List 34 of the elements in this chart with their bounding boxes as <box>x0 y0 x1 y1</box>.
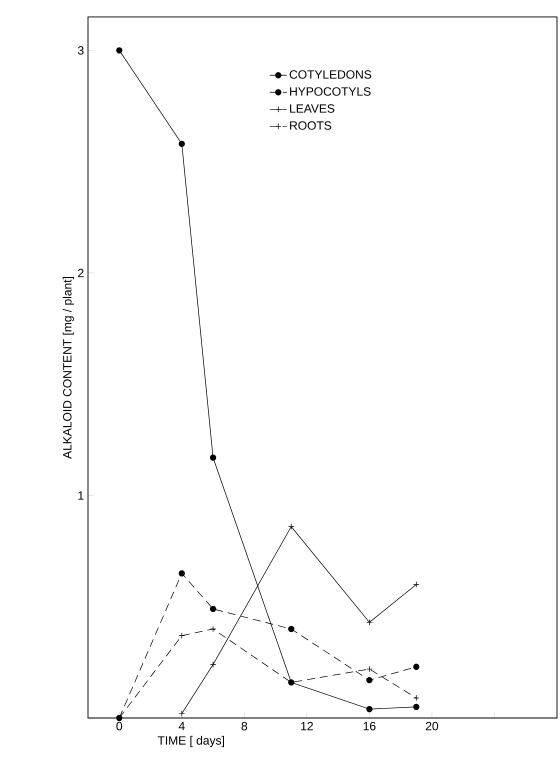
y-tick-label: 2 <box>78 268 84 278</box>
legend-label: ROOTS <box>290 121 332 130</box>
point <box>413 704 420 710</box>
x-tick-label: 0 <box>116 722 122 730</box>
point <box>413 694 420 702</box>
point <box>366 706 373 712</box>
point <box>210 606 216 612</box>
point <box>366 619 373 626</box>
x-tick-label: 20 <box>426 722 438 730</box>
x-tick-label: 12 <box>301 722 313 730</box>
point <box>210 626 216 632</box>
point <box>413 664 420 670</box>
point <box>116 47 122 54</box>
x-tick-label: 4 <box>178 722 185 730</box>
point <box>210 454 216 461</box>
point <box>288 626 294 632</box>
legend-label: HYPOCOTYLS <box>290 87 371 96</box>
y-tick-label: 3 <box>78 46 84 55</box>
point <box>178 570 185 576</box>
point <box>178 632 185 639</box>
x-tick-label: 8 <box>242 722 248 730</box>
y-axis-title: ALKALOID CONTENT [mg / plant] <box>62 276 74 459</box>
legend-label: LEAVES <box>290 104 334 113</box>
legend-label: COTYLEDONS <box>290 70 372 79</box>
point <box>178 140 185 147</box>
point <box>413 581 420 588</box>
point <box>366 666 373 672</box>
point <box>178 710 185 717</box>
x-tick-label: 16 <box>364 722 376 730</box>
point <box>366 677 373 684</box>
point <box>210 661 216 668</box>
x-axis-title: TIME [ days] <box>158 736 224 748</box>
y-tick-label: 1 <box>78 491 84 500</box>
point <box>288 523 294 530</box>
